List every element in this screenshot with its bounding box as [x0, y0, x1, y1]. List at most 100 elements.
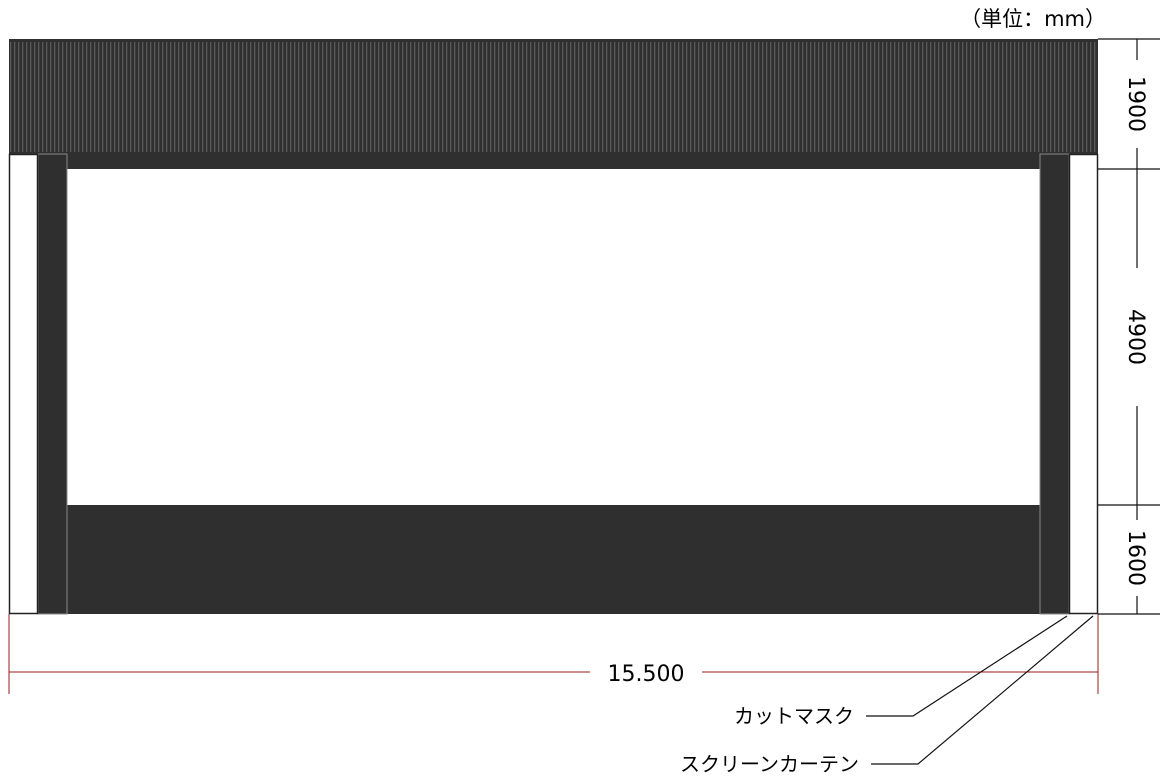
valance-stripe	[158, 42, 160, 152]
valance-stripe	[202, 42, 204, 152]
valance-stripe	[678, 42, 680, 152]
valance-stripe	[358, 42, 360, 152]
cut-mask-left	[37, 153, 68, 615]
valance-stripe	[54, 42, 56, 152]
valance-stripe	[270, 42, 272, 152]
valance-stripe	[602, 42, 604, 152]
valance-stripe	[494, 42, 496, 152]
valance-stripe	[838, 42, 840, 152]
valance-stripe	[802, 42, 804, 152]
valance-stripe	[738, 42, 740, 152]
valance-stripe	[410, 42, 412, 152]
valance-stripe	[950, 42, 952, 152]
valance-stripe	[258, 42, 260, 152]
valance-stripe	[606, 42, 608, 152]
valance-stripe	[770, 42, 772, 152]
valance-stripe	[154, 42, 156, 152]
valance-stripe	[746, 42, 748, 152]
valance-stripe	[1026, 42, 1028, 152]
valance-stripe	[966, 42, 968, 152]
valance-stripe	[42, 42, 44, 152]
valance-stripe	[578, 42, 580, 152]
valance-stripe	[1046, 42, 1048, 152]
valance-stripe	[1054, 42, 1056, 152]
valance-stripe	[26, 42, 28, 152]
valance-stripe	[626, 42, 628, 152]
valance-stripe	[118, 42, 120, 152]
valance-stripe	[694, 42, 696, 152]
valance-stripe	[882, 42, 884, 152]
valance-stripe	[34, 42, 36, 152]
valance-stripe	[22, 42, 24, 152]
valance-stripe	[954, 42, 956, 152]
valance-stripe	[182, 42, 184, 152]
height-dimension-chain	[1098, 38, 1160, 615]
screen-area	[67, 169, 1040, 505]
valance-stripe	[1050, 42, 1052, 152]
valance-stripe	[666, 42, 668, 152]
valance-stripe	[650, 42, 652, 152]
valance-stripe	[522, 42, 524, 152]
valance-stripe	[402, 42, 404, 152]
valance-stripe	[1066, 42, 1068, 152]
valance-stripe	[66, 42, 68, 152]
valance-stripe	[1094, 42, 1096, 152]
valance-stripe	[142, 42, 144, 152]
bottom-mask	[67, 505, 1040, 614]
valance-stripe	[282, 42, 284, 152]
valance-stripe	[346, 42, 348, 152]
valance-stripe	[1090, 42, 1092, 152]
valance-stripe	[750, 42, 752, 152]
valance-stripe	[942, 42, 944, 152]
valance-stripe	[478, 42, 480, 152]
valance-stripe	[322, 42, 324, 152]
valance-stripe	[798, 42, 800, 152]
valance-stripe	[242, 42, 244, 152]
valance-stripe	[198, 42, 200, 152]
valance-stripe	[542, 42, 544, 152]
valance-stripe	[18, 42, 20, 152]
valance-stripe	[874, 42, 876, 152]
valance-stripe	[986, 42, 988, 152]
valance-stripe	[1014, 42, 1016, 152]
valance-stripe	[998, 42, 1000, 152]
valance-stripe	[438, 42, 440, 152]
valance-stripe	[646, 42, 648, 152]
valance-stripe	[906, 42, 908, 152]
valance-stripe	[742, 42, 744, 152]
valance-stripe	[590, 42, 592, 152]
valance-stripe	[262, 42, 264, 152]
valance-stripe	[642, 42, 644, 152]
valance-stripe	[1062, 42, 1064, 152]
valance-stripe	[730, 42, 732, 152]
valance-stripe	[566, 42, 568, 152]
valance-stripe	[1086, 42, 1088, 152]
valance-stripe	[502, 42, 504, 152]
valance-stripe	[674, 42, 676, 152]
valance-stripe	[926, 42, 928, 152]
valance-stripe	[70, 42, 72, 152]
valance-stripe	[594, 42, 596, 152]
valance-stripe	[106, 42, 108, 152]
valance-stripe	[126, 42, 128, 152]
width-dimension-label: 15.500	[608, 662, 685, 687]
valance-stripe	[450, 42, 452, 152]
valance-stripe	[10, 42, 12, 152]
valance-stripe	[102, 42, 104, 152]
valance-stripe	[850, 42, 852, 152]
valance-stripe	[1078, 42, 1080, 152]
valance-stripe	[878, 42, 880, 152]
valance-stripe	[46, 42, 48, 152]
valance-stripe	[1070, 42, 1072, 152]
valance-stripe	[1006, 42, 1008, 152]
valance-stripe	[514, 42, 516, 152]
valance-stripe	[314, 42, 316, 152]
valance-stripe	[550, 42, 552, 152]
valance-stripe	[466, 42, 468, 152]
valance-stripe	[754, 42, 756, 152]
valance-stripe	[234, 42, 236, 152]
valance-stripe	[794, 42, 796, 152]
valance-stripe	[306, 42, 308, 152]
valance-stripe	[454, 42, 456, 152]
valance-stripe	[978, 42, 980, 152]
